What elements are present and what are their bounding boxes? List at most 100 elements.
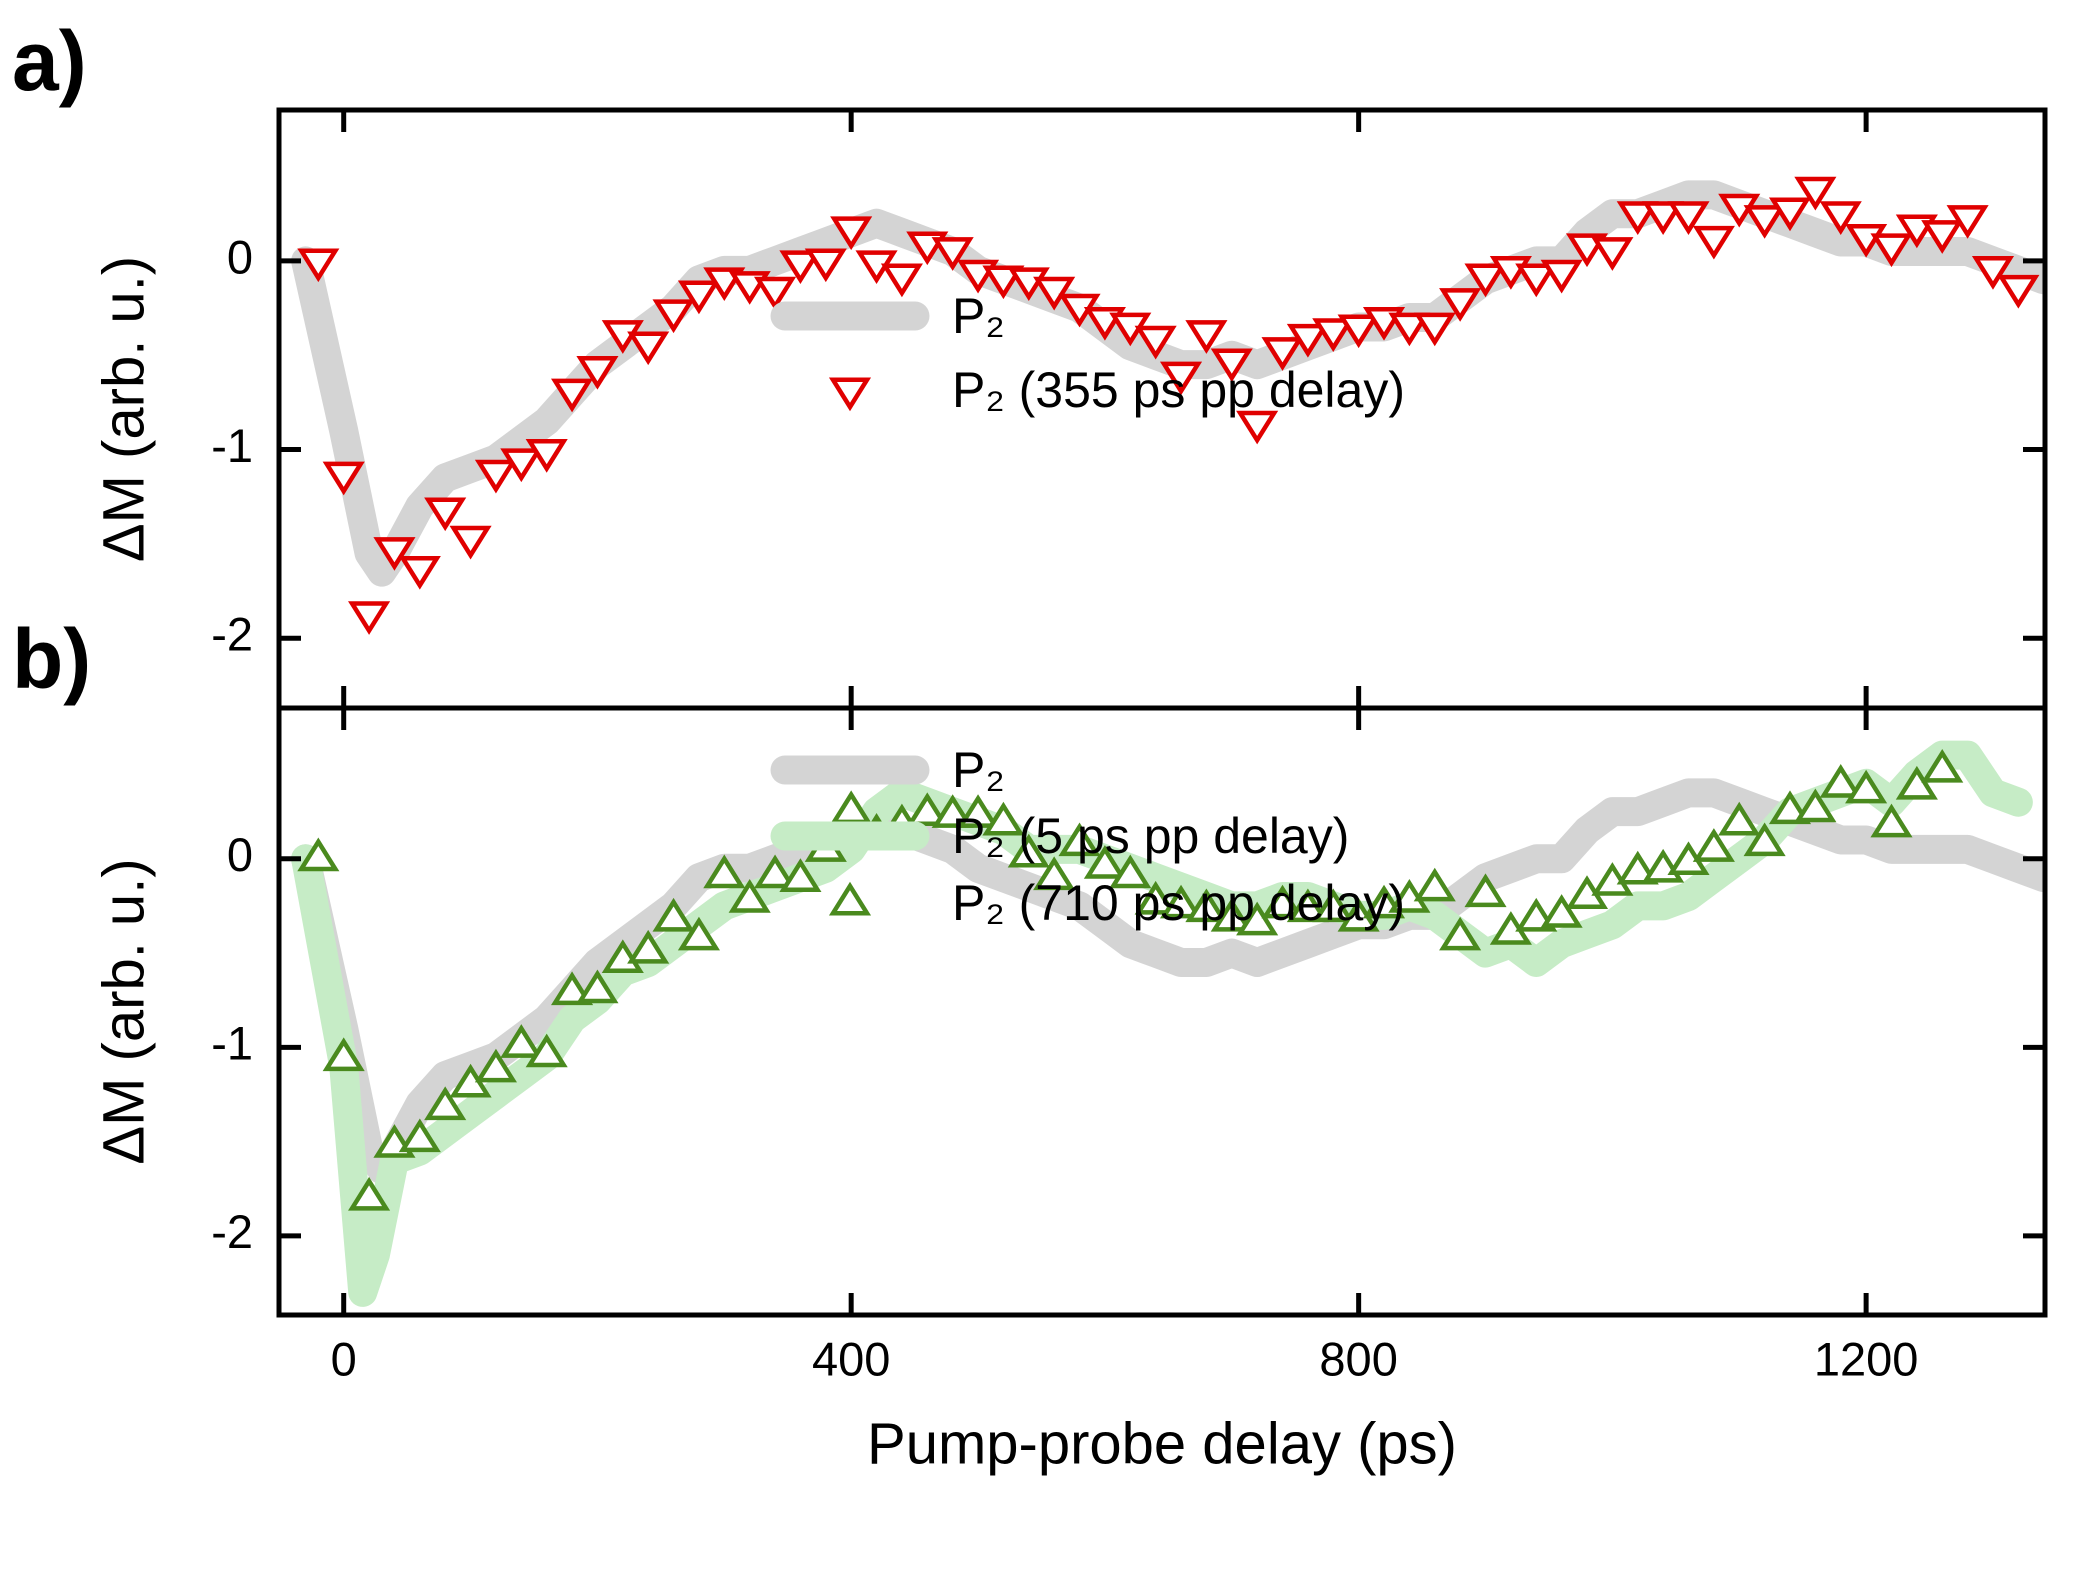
- marker: [1921, 748, 1964, 783]
- marker: [1540, 259, 1583, 294]
- marker: [1667, 201, 1710, 235]
- marker: [779, 858, 822, 892]
- marker: [1692, 225, 1735, 260]
- plot-area: [291, 176, 2045, 635]
- marker: [1134, 325, 1177, 360]
- plot-frame: [276, 705, 2048, 1318]
- marker: [551, 971, 594, 1006]
- marker: [1236, 410, 1279, 445]
- marker: [1540, 894, 1583, 928]
- marker: [1033, 856, 1076, 891]
- marker: [728, 879, 771, 913]
- marker: [1515, 263, 1558, 298]
- marker: [474, 1048, 518, 1083]
- marker: [297, 837, 340, 872]
- marker: [1312, 888, 1355, 923]
- marker: [1286, 323, 1329, 358]
- marker: [627, 331, 670, 366]
- marker: [1286, 888, 1329, 923]
- marker: [1185, 320, 1228, 354]
- marker: [804, 248, 847, 283]
- marker: [449, 525, 492, 560]
- legend-label: P₂ (5 ps pp delay): [952, 808, 1349, 864]
- marker: [931, 794, 974, 828]
- panel-label: b): [12, 612, 91, 706]
- legend-label: P₂: [952, 288, 1005, 344]
- y-axis-label: ΔM (arb. u.): [91, 858, 156, 1164]
- marker: [880, 263, 923, 298]
- marker: [1794, 176, 1837, 211]
- marker: [1845, 769, 1888, 804]
- x-tick-label: 800: [1319, 1332, 1397, 1385]
- marker: [1337, 314, 1380, 349]
- x-tick-label: 400: [812, 1332, 890, 1385]
- x-axis-label: Pump-probe delay (ps): [867, 1411, 1457, 1476]
- marker: [1971, 256, 2015, 290]
- marker: [1109, 854, 1152, 889]
- marker: [322, 461, 365, 496]
- marker: [1743, 822, 1786, 857]
- y-axis-label: ΔM (arb. u.): [91, 256, 156, 562]
- marker: [1870, 803, 1913, 838]
- marker: [1743, 205, 1786, 239]
- marker: [576, 969, 619, 1004]
- marker: [1464, 263, 1507, 298]
- marker: [1895, 765, 1938, 800]
- marker: [1388, 312, 1431, 347]
- marker: [1439, 916, 1482, 951]
- marker: [1794, 788, 1837, 823]
- marker: [348, 601, 391, 635]
- marker: [1692, 828, 1735, 862]
- marker: [1616, 201, 1659, 235]
- marker: [982, 265, 1025, 300]
- marker: [830, 216, 873, 251]
- marker: [1210, 348, 1253, 383]
- legend-label: P₂ (355 ps pp delay): [952, 362, 1405, 418]
- marker: [779, 250, 822, 285]
- marker: [297, 248, 340, 283]
- marker: [1261, 884, 1304, 919]
- marker: [424, 1086, 467, 1121]
- marker: [982, 801, 1025, 836]
- marker: [1058, 822, 1101, 857]
- marker: [551, 378, 594, 413]
- marker: [753, 854, 797, 889]
- marker: [1413, 312, 1456, 347]
- marker: [1159, 884, 1203, 919]
- marker: [1616, 850, 1659, 885]
- x-tick-label: 0: [331, 1332, 357, 1385]
- marker: [627, 929, 670, 964]
- marker: [1261, 337, 1304, 371]
- marker: [677, 280, 720, 315]
- marker: [398, 555, 441, 590]
- y-tick-label: -1: [211, 419, 253, 472]
- marker: [500, 1024, 543, 1058]
- marker: [1870, 233, 1913, 268]
- y-tick-label: 0: [227, 828, 253, 881]
- marker: [474, 459, 518, 494]
- marker: [1185, 888, 1228, 923]
- marker: [677, 916, 720, 951]
- marker: [1464, 873, 1507, 908]
- marker: [1768, 197, 1812, 232]
- marker: [956, 794, 1000, 828]
- marker: [1768, 790, 1812, 825]
- panel-label: a): [12, 14, 87, 108]
- marker: [1642, 201, 1685, 235]
- marker: [1819, 764, 1862, 798]
- marker: [1413, 867, 1456, 902]
- marker: [1083, 845, 1126, 879]
- marker: [348, 1176, 391, 1211]
- legend-swatch: [828, 377, 872, 412]
- marker: [424, 497, 467, 532]
- marker: [1236, 901, 1279, 936]
- marker: [652, 897, 695, 932]
- marker: [1946, 205, 1989, 239]
- marker: [1921, 220, 1964, 254]
- series-band: [291, 740, 2033, 1307]
- marker: [1718, 801, 1761, 836]
- y-tick-label: 0: [227, 230, 253, 283]
- x-tick-label: 1200: [1814, 1332, 1919, 1385]
- marker: [1159, 361, 1203, 396]
